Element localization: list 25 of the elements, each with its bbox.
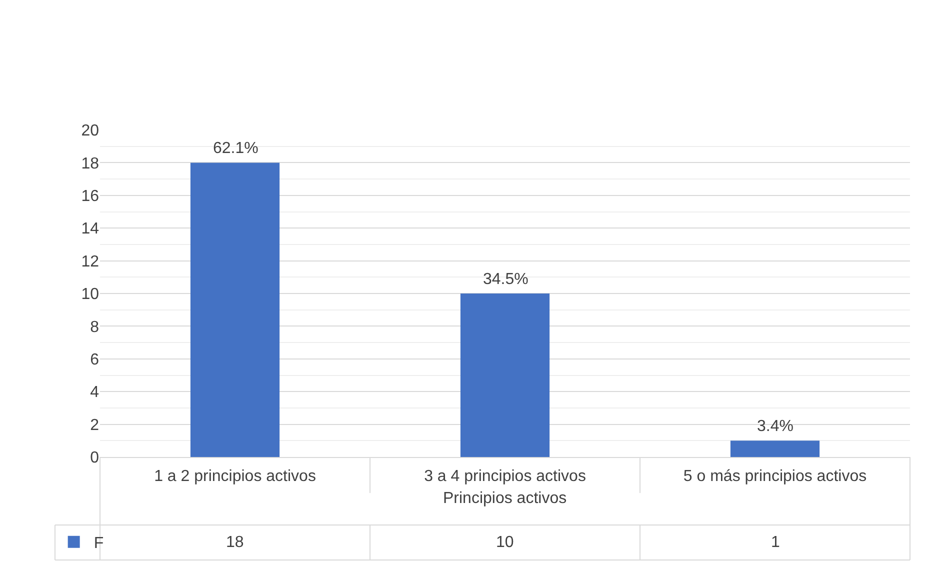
data-label: 10: [496, 534, 514, 551]
bar: [460, 294, 550, 457]
y-tick-label: 4: [90, 384, 100, 402]
y-tick-label: 2: [90, 416, 100, 434]
data-label: 1: [771, 534, 780, 551]
x-axis-title: Principios activos: [443, 490, 567, 507]
y-tick-label: 8: [90, 318, 100, 336]
legend-label: F: [94, 535, 104, 552]
annotation: 3.4%: [757, 418, 794, 435]
annotation: 62.1%: [213, 140, 258, 157]
y-tick-label: 12: [81, 253, 100, 270]
x-tick-label: 5 o más principios activos: [683, 468, 867, 486]
y-tick-label: 6: [90, 352, 100, 368]
data-label: 18: [226, 534, 244, 551]
y-tick-label: 20: [81, 122, 100, 140]
bar: [730, 440, 820, 457]
annotation: 34.5%: [483, 271, 528, 288]
bar: [190, 162, 280, 457]
x-tick-label: 3 a 4 principios activos: [424, 468, 586, 486]
y-tick-label: 18: [81, 155, 100, 172]
y-tick-label: 0: [90, 450, 100, 467]
y-tick-label: 14: [81, 220, 100, 238]
y-tick-label: 10: [81, 286, 100, 304]
y-tick-label: 16: [81, 188, 100, 205]
x-tick-label: 1 a 2 principios activos: [154, 468, 316, 486]
